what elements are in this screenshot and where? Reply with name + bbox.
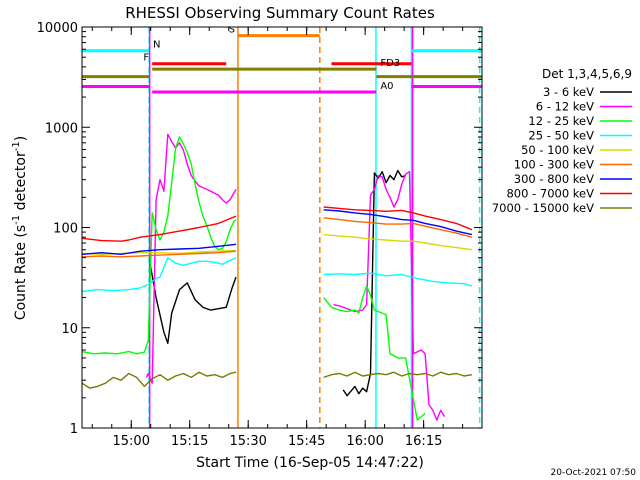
flag-label-fd3: FD3 xyxy=(380,58,400,69)
x-tick-label: 16:00 xyxy=(346,434,383,449)
legend-label-300-800-kev: 300 - 800 keV xyxy=(514,172,594,186)
y-axis-label-start: Count Rate (s xyxy=(13,225,29,320)
x-tick-label: 15:00 xyxy=(113,434,150,449)
plot-area: NSFFD1FD3A1A0 xyxy=(82,25,482,428)
y-axis-label-middle: detector xyxy=(13,151,29,215)
x-tick-label: 15:30 xyxy=(229,434,266,449)
legend-label-6-12-kev: 6 - 12 keV xyxy=(536,100,594,114)
flag-label-f: F xyxy=(143,53,149,64)
x-tick-label: 15:15 xyxy=(171,434,208,449)
series-line-50-100-kev xyxy=(82,249,237,256)
generated-timestamp: 20-Oct-2021 07:50 xyxy=(551,468,637,478)
flag-bars: NSFFD1FD3A1A0 xyxy=(82,25,482,94)
y-axis-label-end: ) xyxy=(13,136,29,141)
series-line-50-100-kev xyxy=(323,233,472,251)
series-line-12-25-kev xyxy=(323,285,426,421)
series-line-800-7000-kev xyxy=(82,215,237,242)
data-series xyxy=(82,133,473,421)
series-line-25-50-kev xyxy=(82,257,237,293)
legend-label-3-6-kev: 3 - 6 keV xyxy=(543,85,594,99)
series-line-300-800-kev xyxy=(82,243,237,256)
time-markers xyxy=(148,27,481,428)
y-axis-label-exponent-2: -1 xyxy=(11,141,22,151)
y-axis-label: Count Rate (s-1 detector-1) xyxy=(11,136,29,320)
series-line-6-12-kev xyxy=(145,133,237,384)
x-axis-label: Start Time (16-Sep-05 14:47:22) xyxy=(196,455,424,471)
legend-label-25-50-kev: 25 - 50 keV xyxy=(528,129,594,143)
series-line-100-300-kev xyxy=(82,250,237,258)
legend-label-7000-15000-kev: 7000 - 15000 keV xyxy=(492,201,594,215)
series-line-7000-15000-kev xyxy=(323,371,473,379)
x-tick-label: 15:45 xyxy=(288,434,325,449)
series-line-6-12-kev xyxy=(333,170,446,421)
flag-label-n: N xyxy=(153,40,160,51)
series-line-100-300-kev xyxy=(323,217,473,238)
legend-label-50-100-kev: 50 - 100 keV xyxy=(521,143,594,157)
series-line-12-25-kev xyxy=(82,136,237,355)
series-line-3-6-kev xyxy=(342,169,406,397)
chart-title: RHESSI Observing Summary Count Rates xyxy=(125,4,435,22)
legend-label-800-7000-kev: 800 - 7000 keV xyxy=(506,187,594,201)
series-line-800-7000-kev xyxy=(323,206,473,231)
flag-label-a0: A0 xyxy=(380,81,393,92)
y-tick-label: 100 xyxy=(53,222,78,237)
series-line-25-50-kev xyxy=(323,272,473,287)
y-axis-ticks: 1 10 100 1000 10000 xyxy=(37,21,482,437)
y-tick-label: 1000 xyxy=(45,121,78,136)
flag-label-s: S xyxy=(229,25,235,36)
series-line-7000-15000-kev xyxy=(82,371,237,389)
legend-title: Det 1,3,4,5,6,9 xyxy=(542,67,632,81)
y-tick-label: 10 xyxy=(61,322,78,337)
y-tick-label: 10000 xyxy=(37,21,78,36)
series-line-3-6-kev xyxy=(149,264,237,344)
y-tick-label: 1 xyxy=(70,422,78,437)
series-line-300-800-kev xyxy=(323,209,473,236)
x-axis-ticks: 15:00 15:15 15:30 15:45 16:00 16:15 xyxy=(91,27,464,449)
x-tick-label: 16:15 xyxy=(405,434,442,449)
legend-label-12-25-kev: 12 - 25 keV xyxy=(528,114,594,128)
legend-label-100-300-kev: 100 - 300 keV xyxy=(514,158,594,172)
y-axis-label-exponent: -1 xyxy=(11,215,22,225)
